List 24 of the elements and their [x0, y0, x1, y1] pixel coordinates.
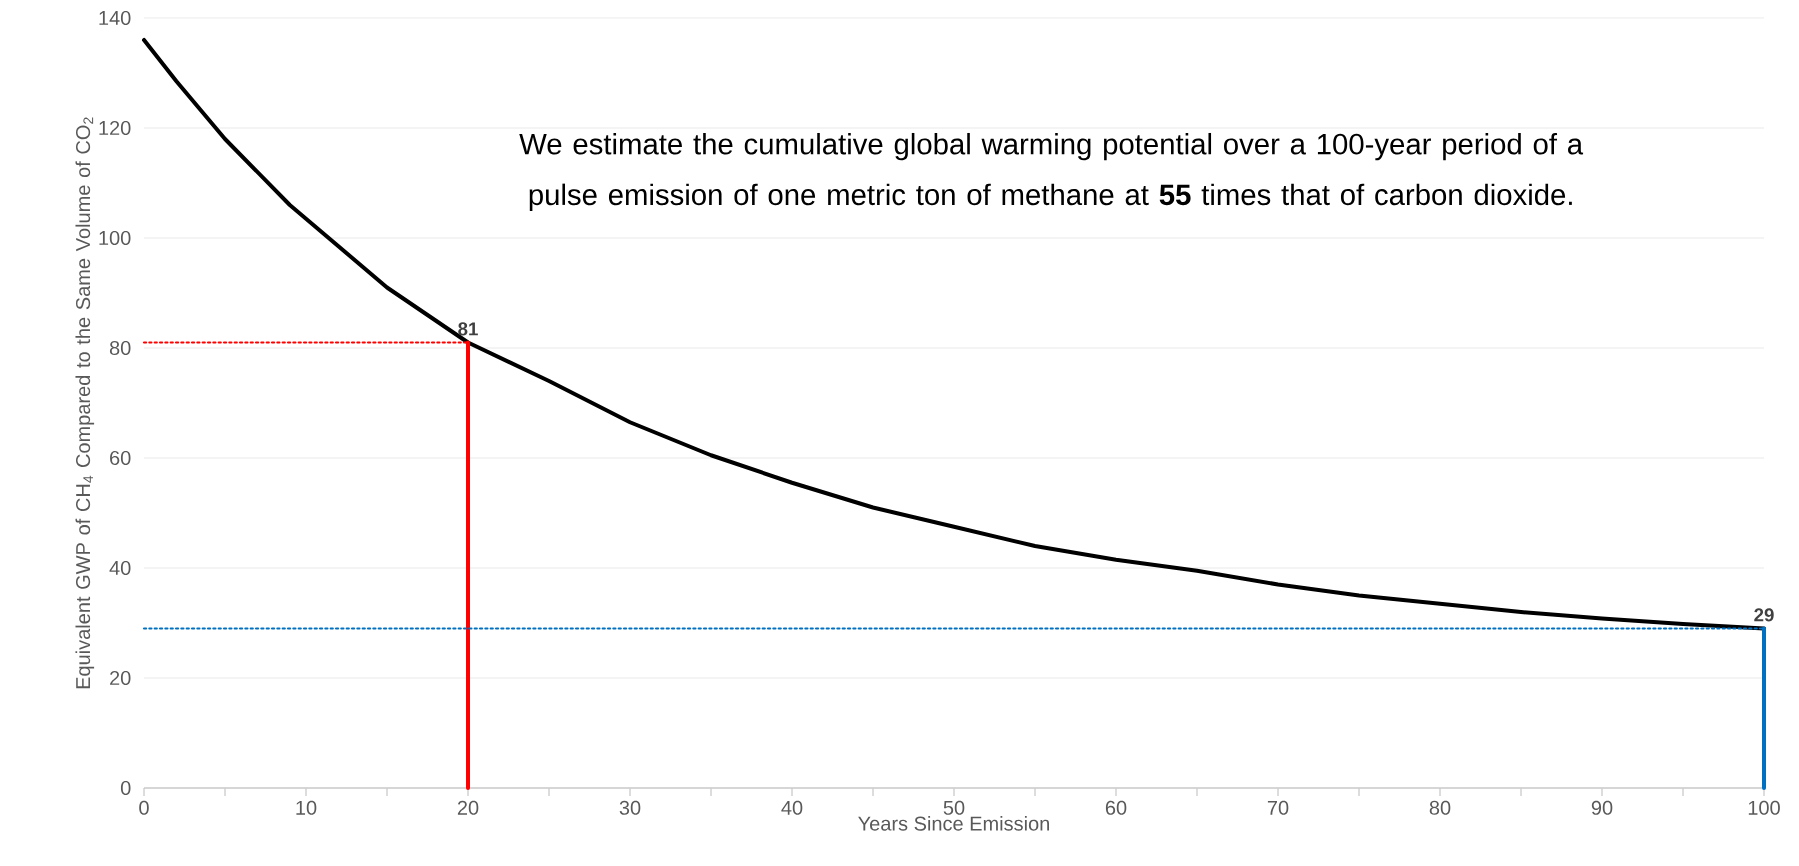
annotation: 29: [1754, 608, 1774, 622]
y-tick-label: 40: [109, 560, 131, 576]
x-tick-label: 30: [619, 800, 641, 815]
y-tick-label: 140: [99, 10, 131, 26]
x-tick-label: 80: [1429, 800, 1451, 815]
annotation: We estimate the cumulative global warming potential over a 100-year period of a pulse emission of one metric ton of methane at 55 times that of carbon dioxide.: [519, 132, 1584, 211]
x-tick-label: 50: [943, 800, 965, 815]
y-axis-title: Equivalent GWP of CH$_{4}$ Compared to the Same Volume of CO$_{2}$: [75, 117, 95, 689]
x-tick-label: 100: [1748, 800, 1780, 815]
x-tick-label: 40: [781, 800, 803, 815]
y-tick-label: 80: [109, 340, 131, 356]
x-tick-label: 60: [1105, 800, 1127, 815]
x-tick-label: 20: [457, 800, 479, 815]
x-tick-label: 90: [1591, 800, 1613, 815]
y-tick-label: 60: [110, 450, 131, 466]
x-tick-label: 0: [139, 800, 149, 815]
annotation: 81: [458, 322, 478, 336]
y-tick-label: 100: [99, 230, 131, 246]
x-tick-label: 10: [296, 800, 317, 815]
x-tick-label: 70: [1267, 800, 1289, 815]
y-tick-label: 0: [120, 780, 131, 796]
y-tick-label: 120: [99, 120, 131, 136]
x-axis-title: Years Since Emission: [858, 816, 1050, 831]
y-tick-label: 20: [110, 670, 131, 686]
